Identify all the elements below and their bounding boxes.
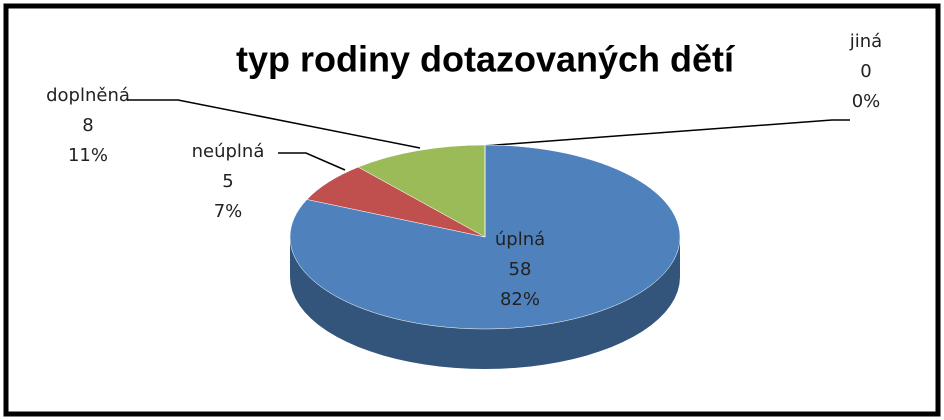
leader-line xyxy=(481,119,850,147)
slice xyxy=(289,144,681,330)
percent-label: 7% xyxy=(214,201,243,222)
leader-line xyxy=(278,152,346,171)
percent-label: 82% xyxy=(500,289,540,310)
percent-label: 11% xyxy=(68,145,108,166)
percent-label: 0% xyxy=(852,91,881,112)
category-label: neúplná xyxy=(192,141,265,162)
category-label: jiná xyxy=(849,31,882,52)
category-label: úplná xyxy=(495,229,545,250)
slice xyxy=(357,144,486,238)
value-label: 8 xyxy=(82,115,93,136)
category-label: doplněná xyxy=(46,85,130,106)
value-label: 5 xyxy=(222,171,233,192)
value-label: 58 xyxy=(509,259,532,280)
pie xyxy=(289,144,681,369)
chart-title: typ rodiny dotazovaných dětí xyxy=(236,39,735,80)
leader-line xyxy=(128,99,421,149)
labels: úplná 58 82% neúplná 5 7% doplněná 8 11% jiná 0 0% xyxy=(46,31,882,310)
slice-side xyxy=(290,237,680,369)
value-label: 0 xyxy=(860,61,871,82)
